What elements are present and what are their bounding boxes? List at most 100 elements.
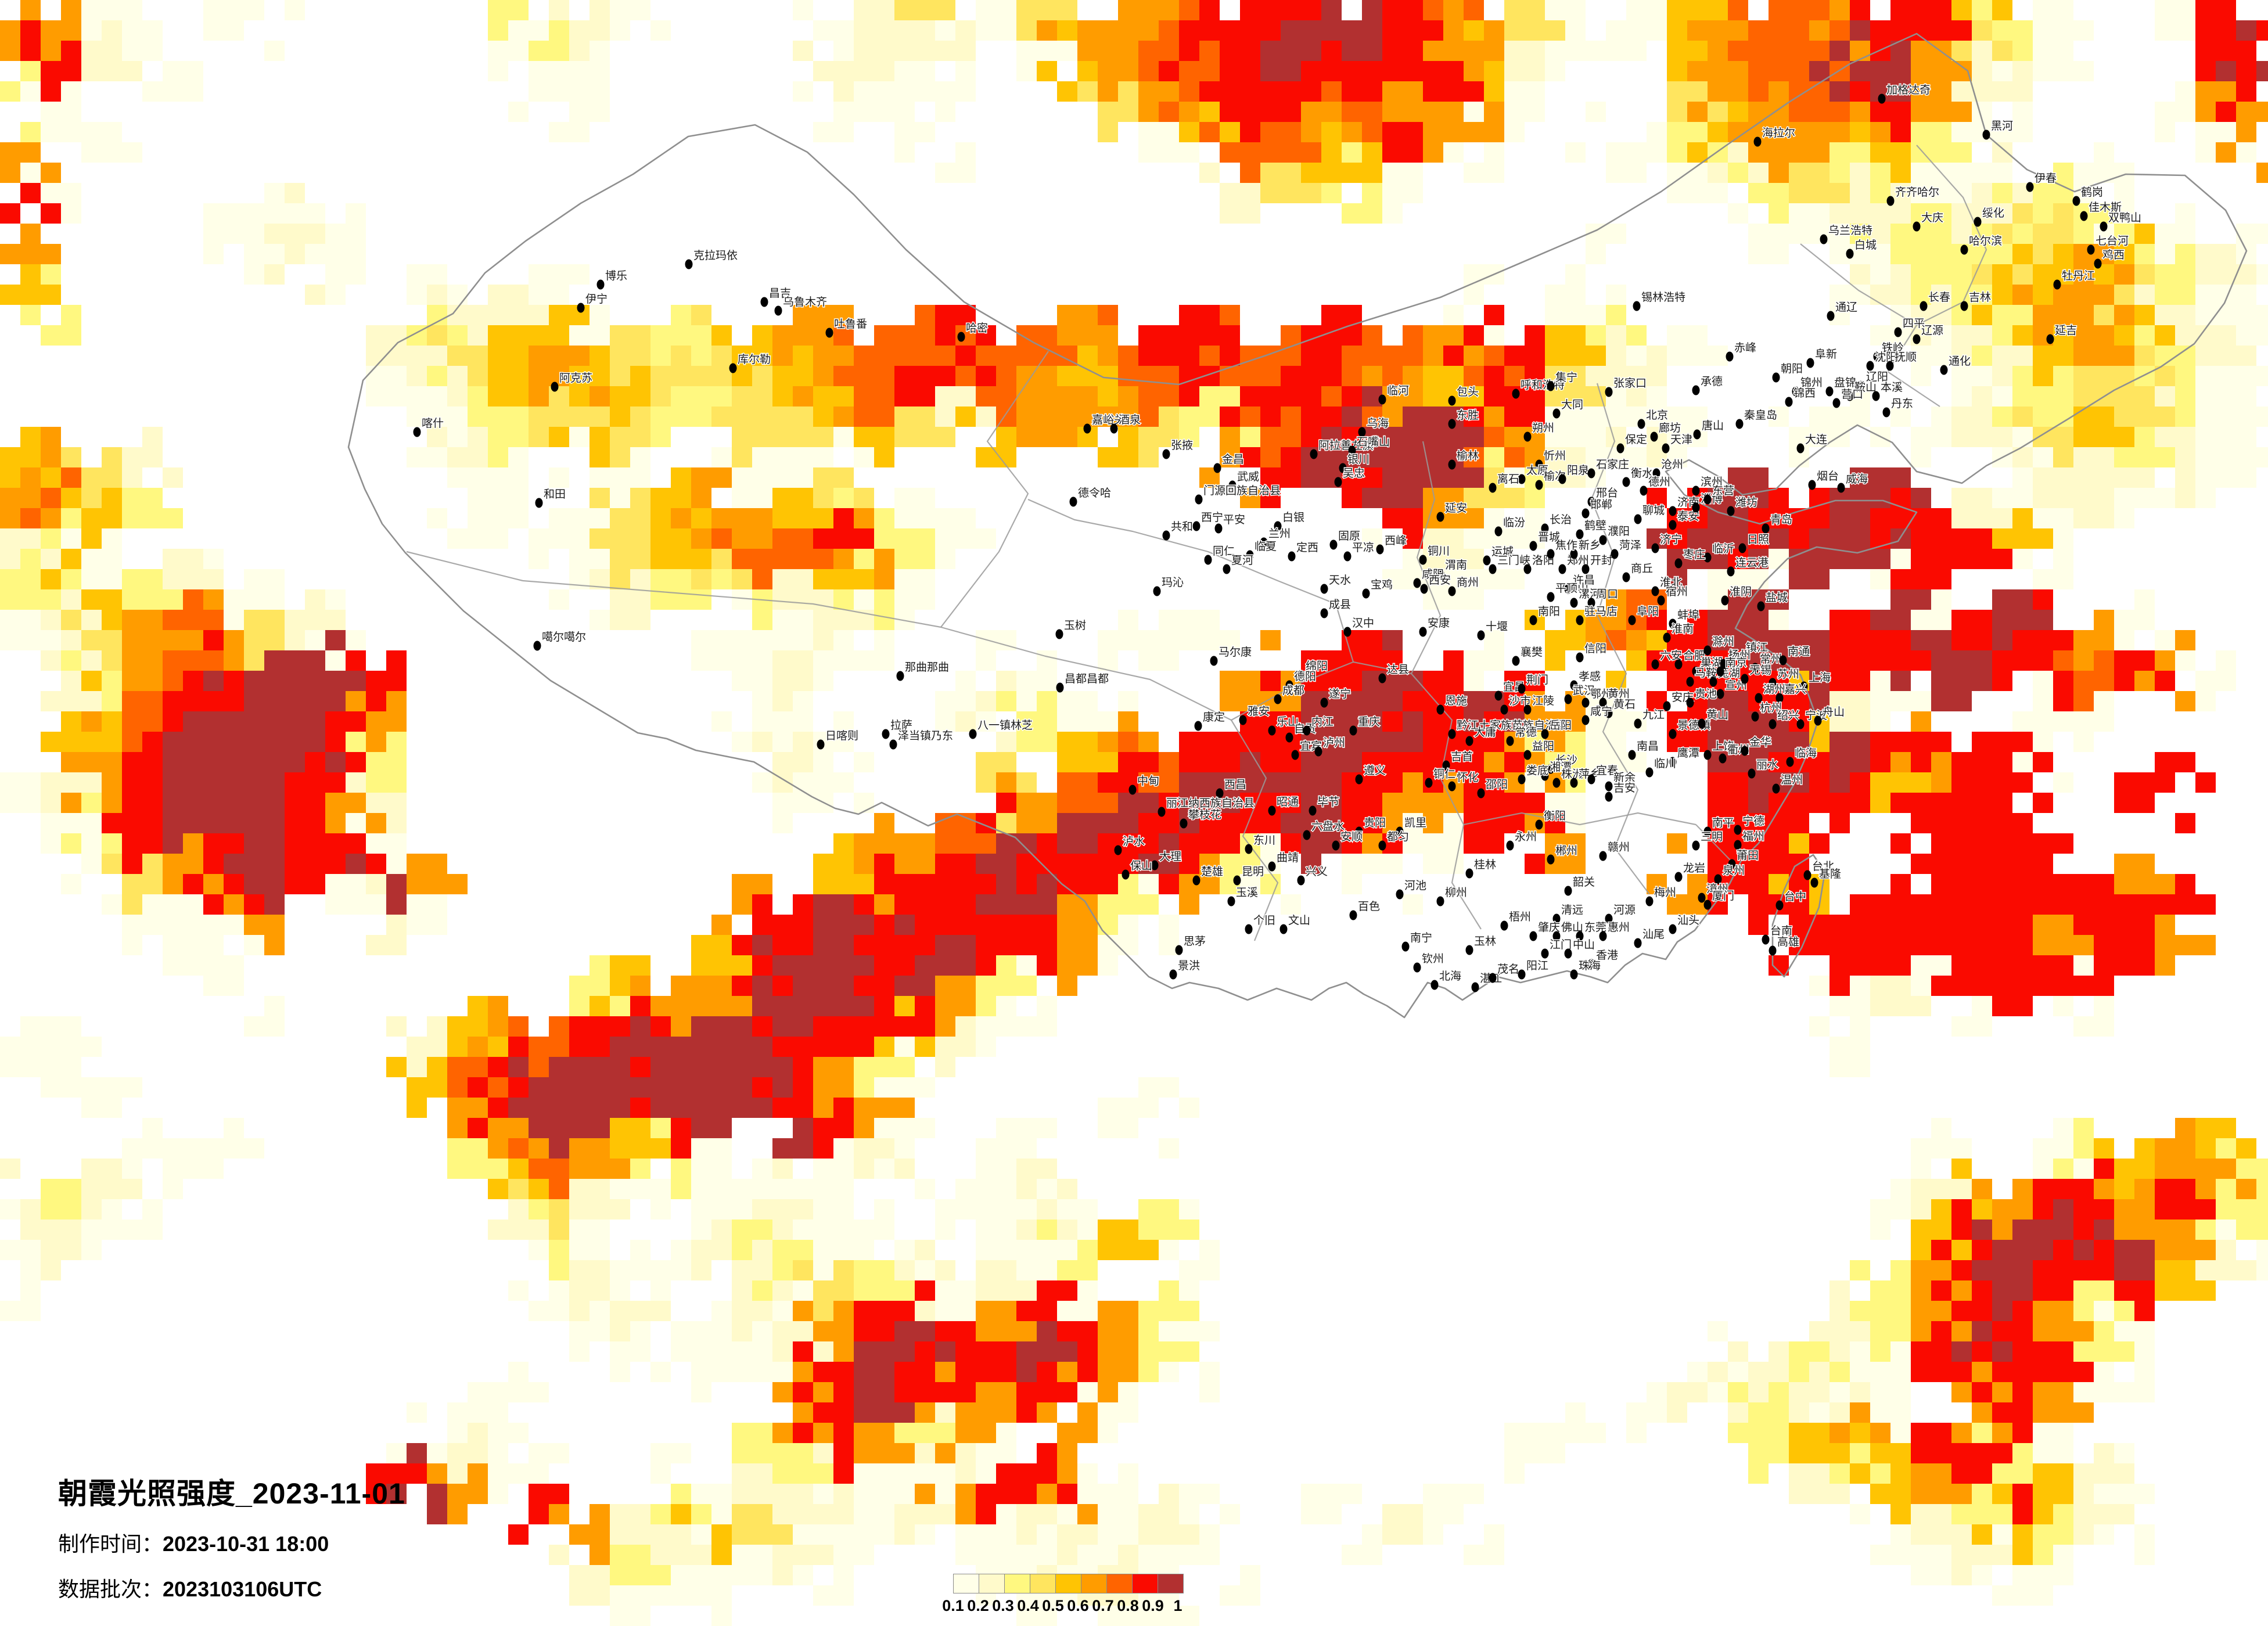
city-dot [2094, 258, 2102, 269]
city-label: 威海 [1846, 473, 1868, 485]
heat-cell [1504, 102, 1525, 122]
heat-cell [20, 1260, 41, 1280]
heat-cell [2033, 1301, 2053, 1321]
heat-cell [2155, 366, 2175, 386]
heat-cell [1403, 671, 1423, 691]
heat-cell [590, 996, 610, 1016]
city-label: 孝感 [1579, 670, 1601, 683]
heat-cell [1890, 488, 1911, 508]
heat-cell [529, 1138, 549, 1159]
heat-cell [1403, 528, 1423, 549]
heat-cell [976, 325, 996, 346]
heat-cell [772, 1159, 793, 1179]
heat-cell [122, 1179, 142, 1199]
heat-cell [854, 61, 874, 81]
heat-cell [1057, 935, 1077, 955]
heat-cell [650, 325, 671, 346]
heat-cell [122, 671, 142, 691]
heat-cell [1016, 20, 1037, 41]
city-dot [1570, 549, 1578, 559]
city-dot [1355, 774, 1363, 785]
heat-cell [142, 1138, 163, 1159]
heat-cell [1220, 793, 1240, 813]
heat-cell [1586, 1423, 1606, 1443]
heat-cell [996, 1362, 1016, 1382]
heat-cell [1159, 1606, 1179, 1626]
heat-cell [163, 1179, 183, 1199]
heat-cell [244, 224, 264, 244]
heat-cell [691, 1016, 711, 1037]
city-label: 淮南 [1672, 623, 1694, 635]
heat-cell [976, 935, 996, 955]
heat-cell [366, 874, 386, 894]
heat-cell [1016, 427, 1037, 447]
heat-cell [1911, 752, 1931, 772]
heat-cell [427, 406, 447, 427]
heat-cell [1423, 386, 1443, 406]
heat-cell [1667, 528, 1687, 549]
heat-cell [1890, 1484, 1911, 1504]
heat-cell [671, 976, 691, 996]
heat-cell [1423, 854, 1443, 874]
heat-cell [2033, 447, 2053, 467]
heat-cell [915, 61, 935, 81]
heat-cell [2073, 1321, 2094, 1341]
heat-cell [1342, 346, 1362, 366]
city-marker: 蚌埠 [1669, 608, 1701, 629]
heat-cell [1199, 386, 1220, 406]
heat-cell [630, 589, 650, 610]
city-label: 西安 [1429, 574, 1451, 587]
heat-cell [1159, 386, 1179, 406]
heat-cell [1687, 874, 1708, 894]
heat-cell [874, 1280, 894, 1301]
heat-cell [854, 1362, 874, 1382]
heat-cell [610, 1565, 630, 1585]
heat-cell [1016, 691, 1037, 711]
heat-cell [1159, 630, 1179, 650]
heat-cell [691, 406, 711, 427]
heat-cell [1098, 1341, 1118, 1362]
heat-cell [854, 589, 874, 610]
heat-cell [833, 935, 854, 955]
heat-cell [793, 386, 813, 406]
heat-cell [650, 406, 671, 427]
heat-cell [549, 0, 569, 20]
heat-cell [1260, 183, 1281, 203]
heat-cell [833, 305, 854, 325]
heat-cell [650, 488, 671, 508]
city-label: 三门峡 [1497, 554, 1530, 567]
heat-cell [671, 1341, 691, 1362]
heat-cell [650, 1524, 671, 1545]
city-label: 黑河 [1991, 120, 2013, 132]
heat-cell [1037, 650, 1057, 671]
heat-cell [285, 0, 305, 20]
city-dot [1570, 598, 1578, 608]
heat-cell [1098, 122, 1118, 142]
heat-cell [142, 691, 163, 711]
heat-cell [1890, 691, 1911, 711]
heat-cell [833, 854, 854, 874]
heat-cell [1911, 996, 1931, 1016]
heat-cell [2195, 1280, 2216, 1301]
city-label: 滁州 [1712, 635, 1734, 648]
heat-cell [2114, 447, 2134, 467]
heat-cell [142, 81, 163, 102]
heat-cell [1890, 203, 1911, 224]
heat-cell [1972, 915, 1992, 935]
heat-cell [41, 1240, 61, 1260]
heat-cell [772, 386, 793, 406]
heat-cell [650, 1057, 671, 1077]
heat-cell [447, 427, 468, 447]
heat-cell [427, 427, 447, 447]
heat-cell [854, 1220, 874, 1240]
heat-cell [20, 1280, 41, 1301]
heat-cell [935, 81, 955, 102]
heat-cell [1870, 224, 1890, 244]
heat-cell [488, 406, 508, 427]
heat-cell [1138, 122, 1159, 142]
heat-cell [1992, 671, 2012, 691]
heat-cell [996, 1545, 1016, 1565]
heat-cell [2012, 102, 2033, 122]
city-dot [1552, 778, 1561, 788]
heat-cell [468, 1016, 488, 1037]
